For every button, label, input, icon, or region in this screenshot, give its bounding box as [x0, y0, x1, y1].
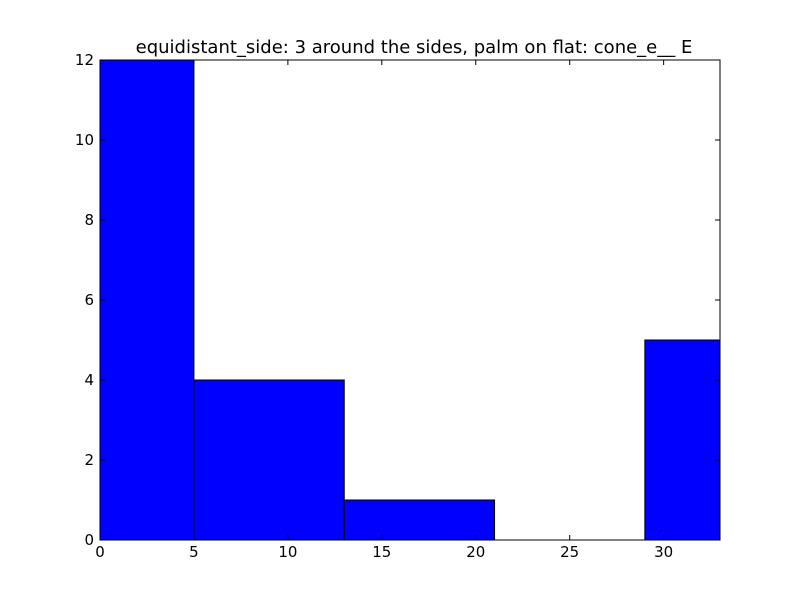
chart-title: equidistant_side: 3 around the sides, pa… [136, 37, 693, 58]
y-tick-label: 0 [84, 531, 94, 549]
y-tick-label: 12 [75, 51, 94, 69]
y-tick-label: 4 [84, 371, 94, 389]
y-tick-label: 10 [75, 131, 94, 149]
x-tick-label: 25 [560, 543, 579, 561]
y-tick-label: 2 [84, 451, 94, 469]
x-tick-label: 0 [95, 543, 105, 561]
histogram-bar-4 [644, 339, 720, 540]
x-tick-label: 15 [372, 543, 391, 561]
histogram-bar-0 [100, 60, 195, 540]
x-axis: 0 5 10 15 20 25 30 [95, 60, 673, 561]
histogram-bar-1 [193, 379, 345, 540]
y-tick-label: 8 [84, 211, 94, 229]
y-tick-label: 6 [84, 291, 94, 309]
x-tick-label: 5 [189, 543, 199, 561]
bars-group [100, 60, 720, 540]
x-tick-label: 10 [278, 543, 297, 561]
x-tick-label: 20 [466, 543, 485, 561]
histogram-bar-2 [343, 499, 496, 540]
y-axis: 0 2 4 6 8 10 12 [75, 51, 720, 549]
x-tick-label: 30 [654, 543, 673, 561]
